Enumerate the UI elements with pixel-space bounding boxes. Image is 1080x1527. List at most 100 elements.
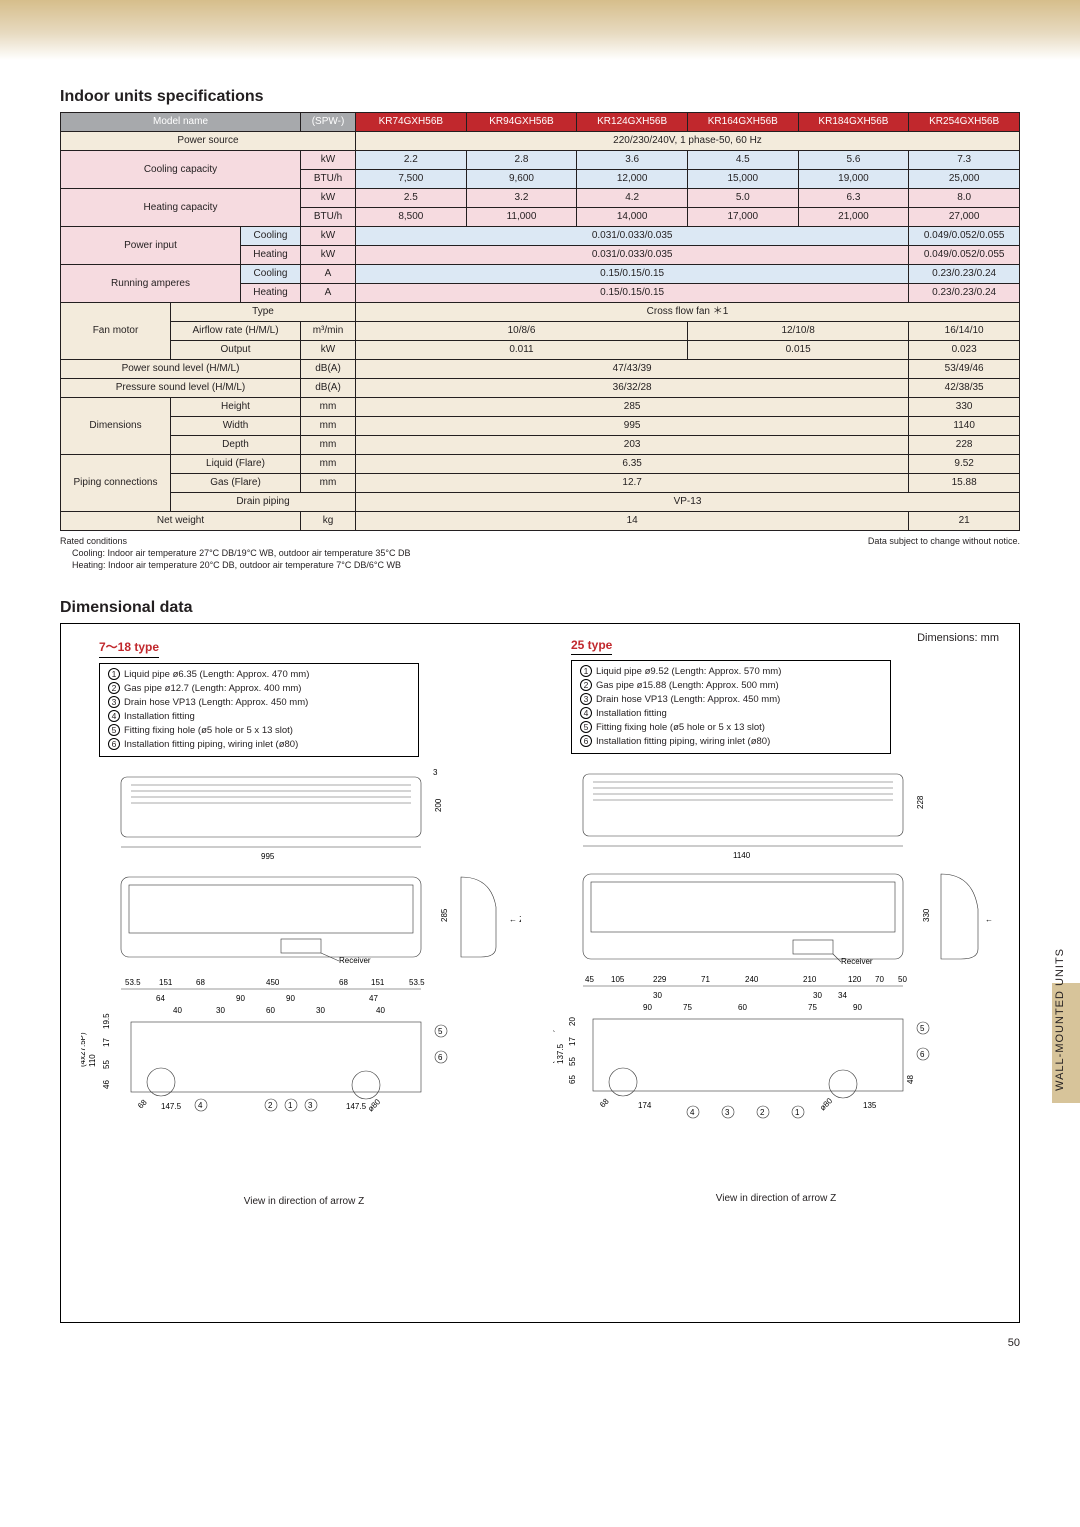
svg-text:30: 30 <box>653 991 662 1000</box>
svg-text:68: 68 <box>196 978 205 987</box>
svg-text:75: 75 <box>808 1003 817 1012</box>
hc-kw-1: 3.2 <box>466 189 577 208</box>
amp-heat5: 0.15/0.15/0.15 <box>356 284 909 303</box>
amp-cool: Cooling <box>241 265 301 284</box>
type25-legend: 1Liquid pipe ø9.52 (Length: Approx. 570 … <box>571 660 891 754</box>
dim-w1: 1140 <box>909 417 1020 436</box>
val-powersource: 220/230/240V, 1 phase-50, 60 Hz <box>356 132 1020 151</box>
hc-kw-3: 5.0 <box>687 189 798 208</box>
header-m5: KR254GXH56B <box>909 113 1020 132</box>
svg-text:64: 64 <box>156 994 165 1003</box>
amp-cool5: 0.15/0.15/0.15 <box>356 265 909 284</box>
fan-typeval: Cross flow fan ＊1 <box>356 303 1020 322</box>
svg-text:5: 5 <box>438 1027 443 1036</box>
svg-text:Receiver: Receiver <box>841 957 873 966</box>
drawing-25: 228 1140 Receiver 330 ← Z 45 105 <box>553 764 999 1184</box>
header-m3: KR164GXH56B <box>687 113 798 132</box>
cc-kw-4: 5.6 <box>798 151 909 170</box>
svg-text:90: 90 <box>853 1003 862 1012</box>
l718-6: Installation fitting piping, wiring inle… <box>124 739 298 750</box>
svg-text:55: 55 <box>102 1060 111 1069</box>
fan-out1: 0.015 <box>687 341 908 360</box>
l718-2: Gas pipe ø12.7 (Length: Approx. 400 mm) <box>124 683 301 694</box>
amp-unit2: A <box>301 284 356 303</box>
svg-text:70: 70 <box>875 975 884 984</box>
svg-text:53.5: 53.5 <box>125 978 141 987</box>
svg-text:ø80: ø80 <box>366 1097 383 1114</box>
svg-text:19.5: 19.5 <box>102 1013 111 1029</box>
header-m0: KR74GXH56B <box>356 113 467 132</box>
hc-kw-4: 6.3 <box>798 189 909 208</box>
cc-kw-2: 3.6 <box>577 151 688 170</box>
row-psl: Power sound level (H/M/L) <box>61 360 301 379</box>
svg-text:330: 330 <box>922 908 931 922</box>
cc-btu-2: 12,000 <box>577 170 688 189</box>
cc-kw-3: 4.5 <box>687 151 798 170</box>
svg-text:90: 90 <box>286 994 295 1003</box>
pipe-gas5: 12.7 <box>356 474 909 493</box>
svg-text:(5x27.5P): (5x27.5P) <box>553 1029 555 1064</box>
svg-text:ø80: ø80 <box>818 1096 835 1113</box>
svg-text:71: 71 <box>701 975 710 984</box>
svg-text:151: 151 <box>371 978 385 987</box>
row-coolcap: Cooling capacity <box>61 151 301 189</box>
note-l3: Heating: Indoor air temperature 20°C DB,… <box>60 559 410 571</box>
unit-btu2: BTU/h <box>301 208 356 227</box>
hc-kw-2: 4.2 <box>577 189 688 208</box>
fan-air: Airflow rate (H/M/L) <box>171 322 301 341</box>
cc-kw-0: 2.2 <box>356 151 467 170</box>
row-weight: Net weight <box>61 512 301 531</box>
svg-text:210: 210 <box>803 975 817 984</box>
svg-text:30: 30 <box>316 1006 325 1015</box>
type25-column: 25 type 1Liquid pipe ø9.52 (Length: Appr… <box>553 638 999 1187</box>
cc-kw-5: 7.3 <box>909 151 1020 170</box>
type718-legend: 1Liquid pipe ø6.35 (Length: Approx. 470 … <box>99 663 419 757</box>
svg-text:229: 229 <box>653 975 667 984</box>
pipe-gas: Gas (Flare) <box>171 474 301 493</box>
dim-section-title: Dimensional data <box>60 599 1020 617</box>
note-l2: Cooling: Indoor air temperature 27°C DB/… <box>60 547 410 559</box>
amp-heat: Heating <box>241 284 301 303</box>
cc-btu-5: 25,000 <box>909 170 1020 189</box>
dim-w5: 995 <box>356 417 909 436</box>
svg-text:147.5: 147.5 <box>346 1102 367 1111</box>
svg-text:← Z: ← Z <box>985 915 993 924</box>
row-fan: Fan motor <box>61 303 171 360</box>
svg-text:60: 60 <box>738 1003 747 1012</box>
spec-section-title: Indoor units specifications <box>60 88 1020 106</box>
fan-out0: 0.011 <box>356 341 688 360</box>
amp-heat1: 0.23/0.23/0.24 <box>909 284 1020 303</box>
header-m1: KR94GXH56B <box>466 113 577 132</box>
pinput-heat5: 0.031/0.033/0.035 <box>356 246 909 265</box>
spec-notes: Rated conditions Cooling: Indoor air tem… <box>60 535 1020 571</box>
svg-text:174: 174 <box>638 1101 652 1110</box>
dim-h: Height <box>171 398 301 417</box>
l718-5: Fitting fixing hole (ø5 hole or 5 x 13 s… <box>124 725 293 736</box>
cc-btu-4: 19,000 <box>798 170 909 189</box>
row-heatcap: Heating capacity <box>61 189 301 227</box>
pipe-liq5: 6.35 <box>356 455 909 474</box>
svg-text:240: 240 <box>745 975 759 984</box>
svg-text:228: 228 <box>916 795 925 809</box>
row-pinput: Power input <box>61 227 241 265</box>
weight-5: 14 <box>356 512 909 531</box>
hc-btu-2: 14,000 <box>577 208 688 227</box>
svg-text:30: 30 <box>216 1006 225 1015</box>
hc-btu-0: 8,500 <box>356 208 467 227</box>
svg-text:50: 50 <box>898 975 907 984</box>
l718-1: Liquid pipe ø6.35 (Length: Approx. 470 m… <box>124 669 309 680</box>
header-model: Model name <box>61 113 301 132</box>
svg-text:45: 45 <box>585 975 594 984</box>
note-r: Data subject to change without notice. <box>868 535 1020 571</box>
svg-text:2: 2 <box>760 1108 765 1117</box>
svg-text:46: 46 <box>102 1080 111 1089</box>
dim-h5: 285 <box>356 398 909 417</box>
pinput-heat: Heating <box>241 246 301 265</box>
l25-3: Drain hose VP13 (Length: Approx. 450 mm) <box>596 694 780 705</box>
svg-text:90: 90 <box>236 994 245 1003</box>
svg-text:137.5: 137.5 <box>556 1043 565 1064</box>
fan-out: Output <box>171 341 301 360</box>
svg-text:4: 4 <box>198 1101 203 1110</box>
svg-text:1140: 1140 <box>733 851 751 860</box>
svg-text:1: 1 <box>795 1108 800 1117</box>
